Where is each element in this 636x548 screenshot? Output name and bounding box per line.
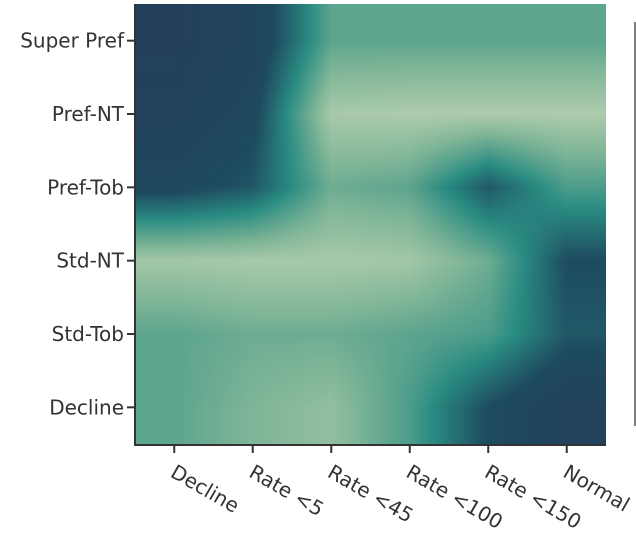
heatmap-cell bbox=[135, 151, 214, 224]
heatmap-cell bbox=[371, 297, 450, 370]
heatmap-cell bbox=[214, 77, 293, 150]
heatmap-cell bbox=[292, 371, 371, 444]
heatmap-cell bbox=[135, 297, 214, 370]
heatmap-cell bbox=[292, 77, 371, 150]
heatmap-cell bbox=[135, 4, 214, 77]
heatmap-cell bbox=[528, 151, 607, 224]
y-tick-label: Pref-NT bbox=[52, 102, 125, 126]
heatmap-cell bbox=[214, 4, 293, 77]
y-tick-label: Decline bbox=[49, 395, 124, 419]
heatmap-image bbox=[135, 4, 606, 444]
heatmap-cell bbox=[214, 151, 293, 224]
heatmap-cell bbox=[371, 371, 450, 444]
heatmap-cell bbox=[135, 77, 214, 150]
heatmap-cell bbox=[371, 151, 450, 224]
heatmap-cell bbox=[371, 4, 450, 77]
heatmap-cell bbox=[528, 371, 607, 444]
heatmap-cell bbox=[449, 77, 528, 150]
y-tick-label: Pref-Tob bbox=[47, 175, 124, 199]
heatmap-cell bbox=[371, 77, 450, 150]
heatmap-cell bbox=[449, 4, 528, 77]
heatmap-cell bbox=[135, 371, 214, 444]
heatmap-cell bbox=[528, 297, 607, 370]
heatmap-cell bbox=[449, 151, 528, 224]
y-tick-label: Std-NT bbox=[56, 249, 124, 273]
x-tick-label: Decline bbox=[167, 460, 244, 518]
heatmap-cell bbox=[214, 371, 293, 444]
y-tick-label: Std-Tob bbox=[52, 322, 124, 346]
heatmap-cell bbox=[292, 297, 371, 370]
heatmap-cell bbox=[135, 224, 214, 297]
heatmap-cell bbox=[528, 4, 607, 77]
heatmap-cell bbox=[528, 224, 607, 297]
heatmap-cell bbox=[292, 4, 371, 77]
x-tick-label: Rate <5 bbox=[245, 460, 328, 522]
y-tick-label: Super Pref bbox=[20, 29, 125, 53]
heatmap-cell bbox=[292, 151, 371, 224]
x-tick-label: Rate <45 bbox=[324, 460, 418, 528]
heatmap-plot bbox=[135, 4, 606, 444]
heatmap-cell bbox=[214, 224, 293, 297]
heatmap-cell bbox=[528, 77, 607, 150]
heatmap-cell bbox=[449, 297, 528, 370]
heatmap-cell bbox=[371, 224, 450, 297]
heatmap-cell bbox=[449, 224, 528, 297]
heatmap-cell bbox=[449, 371, 528, 444]
heatmap-cell bbox=[214, 297, 293, 370]
heatmap-cell bbox=[292, 224, 371, 297]
